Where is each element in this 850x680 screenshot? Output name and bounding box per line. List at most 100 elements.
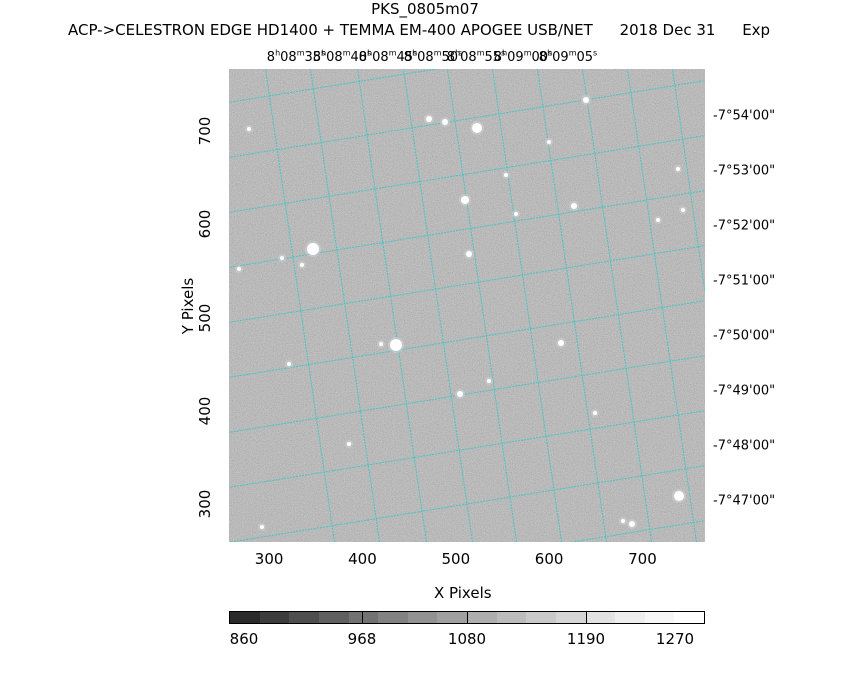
star (472, 123, 482, 133)
ra-label: 8h08m55s (446, 48, 506, 65)
y-axis-label: Y Pixels (179, 277, 197, 335)
colorbar-segment (644, 612, 675, 623)
colorbar-segment (348, 612, 379, 623)
x-tick-label: 500 (441, 550, 471, 568)
ra-label: 8h08m35s (266, 48, 326, 65)
instrument-text: ACP->CELESTRON EDGE HD1400 + TEMMA EM-40… (68, 21, 593, 39)
dec-label: -7°51'00" (713, 273, 776, 289)
ra-label: 8h09m00s (493, 48, 553, 65)
x-axis-label: X Pixels (434, 584, 492, 602)
dec-grid-line (229, 300, 705, 378)
star (656, 218, 660, 222)
colorbar-segment (555, 612, 586, 623)
dec-grid-line (229, 245, 705, 323)
ra-label: 8h08m50s (403, 48, 463, 65)
colorbar-segment (318, 612, 349, 623)
star (426, 116, 432, 122)
dec-label: -7°53'00" (713, 163, 776, 179)
star (593, 411, 597, 415)
colorbar-tick-label: 860 (229, 630, 259, 648)
dec-grid-line (569, 520, 705, 542)
star (457, 391, 463, 397)
star (390, 339, 402, 351)
dec-grid-line (229, 465, 705, 542)
x-tick-label: 300 (254, 550, 284, 568)
star (504, 173, 508, 177)
star (280, 256, 284, 260)
image-subtitle: ACP->CELESTRON EDGE HD1400 + TEMMA EM-40… (68, 21, 792, 39)
star (260, 525, 264, 529)
star (237, 267, 241, 271)
star (442, 119, 448, 125)
ra-grid-line (491, 69, 563, 542)
star-field-image[interactable] (229, 69, 705, 542)
date-text: 2018 Dec 31 (619, 21, 716, 39)
star (466, 251, 472, 257)
ra-grid-line (264, 69, 336, 542)
y-tick-label: 500 (196, 303, 214, 332)
colorbar-tick-mark (362, 611, 363, 624)
star (571, 203, 577, 209)
ra-grid-line (402, 69, 474, 542)
ra-label: 8h09m05s (538, 48, 598, 65)
colorbar-segment (230, 612, 260, 623)
ra-grid-line (446, 69, 518, 542)
ra-grid-line (536, 69, 608, 542)
ra-label: 8h08m40s (312, 48, 372, 65)
star (347, 442, 351, 446)
colorbar-tick-label: 1190 (566, 630, 606, 648)
colorbar-segment (289, 612, 319, 623)
dec-label: -7°49'00" (713, 383, 776, 399)
star (676, 167, 680, 171)
dec-grid-line (229, 135, 705, 213)
colorbar-tick-label: 1270 (655, 630, 695, 648)
y-tick-label: 400 (196, 396, 214, 426)
exposure-text: Exp (742, 21, 771, 39)
sky-noise (229, 69, 705, 542)
ra-grid-line (581, 69, 653, 542)
stars (235, 95, 687, 531)
colorbar-segment (615, 612, 645, 623)
dec-grid-line (229, 355, 705, 433)
colorbar-segment (467, 612, 497, 623)
star (558, 340, 564, 346)
x-tick-label: 700 (628, 550, 657, 568)
colorbar-segment (526, 612, 556, 623)
colorbar-tick-mark (586, 611, 587, 624)
x-tick-label: 600 (534, 550, 564, 568)
dec-label: -7°47'00" (713, 493, 776, 509)
colorbar-tick-mark (467, 611, 468, 624)
ra-grid-line (626, 69, 698, 542)
dec-grid-line (229, 190, 705, 268)
y-tick-label: 600 (196, 210, 214, 239)
ra-label: 8h08m45s (358, 48, 418, 65)
colorbar-segment (407, 612, 438, 623)
colorbar-segment (585, 612, 616, 623)
colorbar-segment (378, 612, 408, 623)
colorbar-segment (674, 612, 704, 623)
star (487, 379, 491, 383)
star (629, 521, 635, 527)
ra-grid-line (356, 69, 428, 542)
dec-label: -7°52'00" (713, 218, 776, 234)
dec-grid-line (229, 410, 705, 488)
star (379, 342, 383, 346)
dec-label: -7°54'00" (713, 108, 776, 124)
colorbar-tick-label: 1080 (447, 630, 487, 648)
colorbar-segment (437, 612, 467, 623)
y-tick-label: 700 (196, 117, 214, 146)
star (247, 127, 251, 131)
dec-label: -7°50'00" (713, 328, 776, 344)
coordinate-grid (229, 69, 705, 542)
star (307, 243, 319, 255)
star (674, 491, 684, 501)
star (287, 362, 291, 366)
star (621, 519, 625, 523)
x-tick-label: 400 (348, 550, 377, 568)
colorbar-tick-label: 968 (347, 630, 377, 648)
colorbar-segment (259, 612, 290, 623)
dec-grid-line (229, 80, 705, 158)
star (583, 97, 589, 103)
colorbar-segment (496, 612, 527, 623)
star (681, 208, 685, 212)
